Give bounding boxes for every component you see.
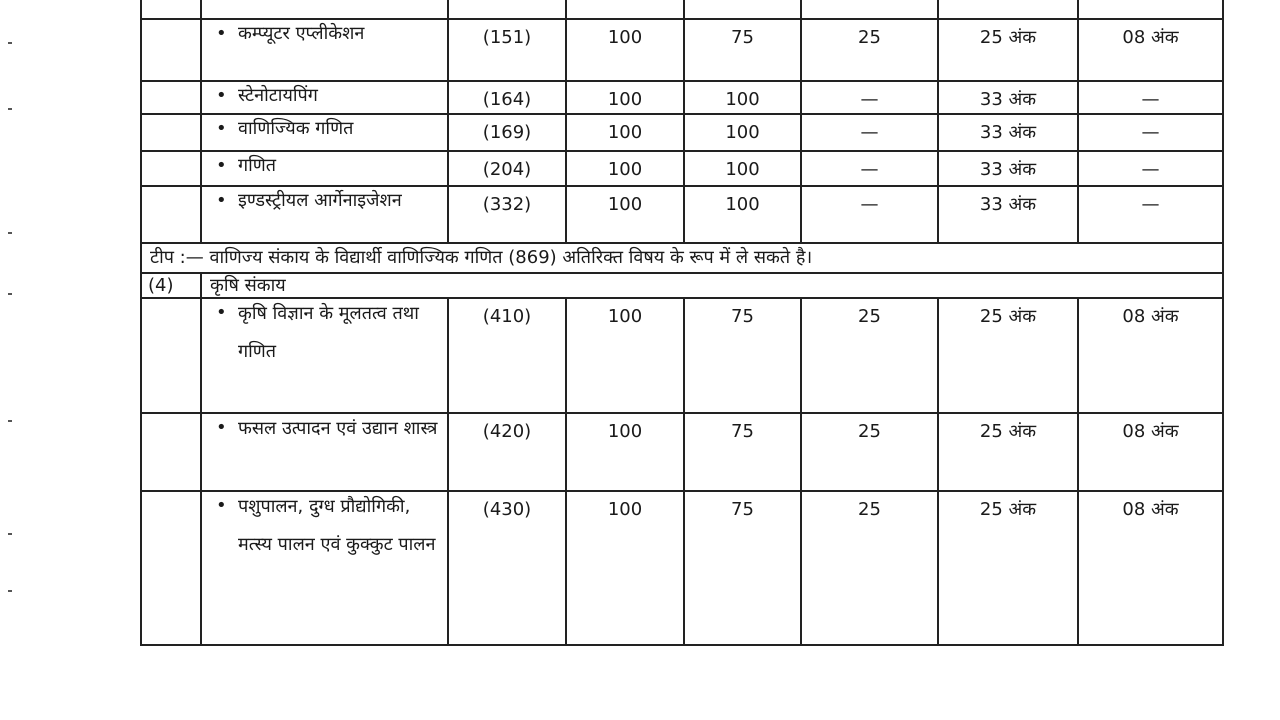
theory-marks: 75: [683, 412, 802, 493]
pass-practical: 08 अंक: [1077, 18, 1224, 82]
subject-name: कृषि विज्ञान के मूलतत्व तथा गणित: [238, 303, 419, 363]
theory-marks: 100: [683, 150, 802, 188]
subject-code: (430): [447, 490, 567, 647]
subject-cell: • फसल उत्पादन एवं उद्यान शास्त्र: [200, 412, 449, 493]
pass-practical: —: [1077, 79, 1224, 116]
serial-cell: [140, 412, 202, 493]
serial-cell: [140, 79, 202, 116]
section-number: (4): [140, 271, 202, 300]
table-row: • पशुपालन, दुग्ध प्रौद्योगिकी, मत्स्य पाल…: [140, 490, 1224, 647]
subject-cell: • पशुपालन, दुग्ध प्रौद्योगिकी, मत्स्य पाल…: [200, 490, 449, 647]
bullet-icon: •: [216, 190, 227, 212]
total-marks: 100: [565, 79, 685, 116]
pass-practical: —: [1077, 113, 1224, 153]
pass-theory: 25 अंक: [937, 412, 1079, 493]
subject-name: गणित: [238, 155, 277, 177]
pass-theory: 33 अंक: [937, 185, 1079, 245]
subject-name: फसल उत्पादन एवं उद्यान शास्त्र: [238, 418, 438, 440]
pass-practical: 08 अंक: [1077, 297, 1224, 415]
total-marks: 100: [565, 113, 685, 153]
total-marks: 100: [565, 297, 685, 415]
pass-theory: 25 अंक: [937, 490, 1079, 647]
subject-code: (204): [447, 150, 567, 188]
table-row: • गणित (204) 100 100—33 अंक —: [140, 150, 1224, 188]
bullet-icon: •: [216, 23, 227, 44]
serial-cell: [140, 297, 202, 415]
subject-cell: • वाणिज्यिक गणित: [200, 113, 449, 153]
subject-cell: • इण्डस्ट्रीयल आर्गेनाइजेशन: [200, 185, 449, 245]
marks-table: • कम्प्यूटर एप्लीकेशन (151) 100 75 25 25 अंक 08…: [140, 0, 1224, 647]
practical-marks: 25: [800, 412, 939, 493]
total-marks: 100: [565, 185, 685, 245]
subject-code: (332): [447, 185, 567, 245]
subject-name: वाणिज्यिक गणित: [238, 118, 354, 140]
total-marks: 100: [565, 18, 685, 82]
bullet-icon: •: [216, 302, 227, 324]
pass-practical: 08 अंक: [1077, 412, 1224, 493]
subject-code: (169): [447, 113, 567, 153]
tip-note: टीप :— वाणिज्य संकाय के विद्यार्थी वाणिज…: [140, 242, 1224, 274]
practical-marks: —: [800, 113, 939, 153]
subject-name: स्टेनोटायपिंग: [238, 85, 318, 106]
subject-code: (420): [447, 412, 567, 493]
pass-theory: 33 अंक: [937, 113, 1079, 153]
table-row: • इण्डस्ट्रीयल आर्गेनाइजेशन (332) 100 100—33…: [140, 185, 1224, 245]
total-marks: 100: [565, 150, 685, 188]
table-row: • कम्प्यूटर एप्लीकेशन (151) 100 75 25 25 अंक 08…: [140, 18, 1224, 82]
pass-theory: 33 अंक: [937, 150, 1079, 188]
serial-cell: [140, 185, 202, 245]
total-marks: 100: [565, 490, 685, 647]
practical-marks: 25: [800, 18, 939, 82]
table-row: • कृषि विज्ञान के मूलतत्व तथा गणित (410) 10…: [140, 297, 1224, 415]
bullet-icon: •: [216, 118, 227, 140]
subject-cell: • कम्प्यूटर एप्लीकेशन: [200, 18, 449, 82]
table-row: • वाणिज्यिक गणित (169) 100 100—33 अंक —: [140, 113, 1224, 153]
pass-theory: 25 अंक: [937, 297, 1079, 415]
subject-name: पशुपालन, दुग्ध प्रौद्योगिकी, मत्स्य पालन…: [238, 496, 436, 556]
subject-name: कम्प्यूटर एप्लीकेशन: [238, 23, 365, 44]
theory-marks: 75: [683, 490, 802, 647]
subject-name: इण्डस्ट्रीयल आर्गेनाइजेशन: [238, 190, 402, 212]
bullet-icon: •: [216, 417, 227, 439]
practical-marks: —: [800, 185, 939, 245]
subject-cell: • स्टेनोटायपिंग: [200, 79, 449, 116]
theory-marks: 100: [683, 113, 802, 153]
pass-practical: 08 अंक: [1077, 490, 1224, 647]
theory-marks: 100: [683, 185, 802, 245]
table-row: • स्टेनोटायपिंग (164) 100 100—33 अंक —: [140, 79, 1224, 116]
theory-marks: 75: [683, 18, 802, 82]
bullet-icon: •: [216, 155, 227, 177]
serial-cell: [140, 150, 202, 188]
serial-cell: [140, 490, 202, 647]
practical-marks: 25: [800, 490, 939, 647]
serial-cell: [140, 18, 202, 82]
pass-theory: 25 अंक: [937, 18, 1079, 82]
practical-marks: —: [800, 79, 939, 116]
subject-code: (164): [447, 79, 567, 116]
theory-marks: 75: [683, 297, 802, 415]
subject-cell: • गणित: [200, 150, 449, 188]
bullet-icon: •: [216, 495, 227, 517]
pass-practical: —: [1077, 185, 1224, 245]
serial-cell: [140, 113, 202, 153]
pass-practical: —: [1077, 150, 1224, 188]
pass-theory: 33 अंक: [937, 79, 1079, 116]
subject-code: (410): [447, 297, 567, 415]
subject-cell: • कृषि विज्ञान के मूलतत्व तथा गणित: [200, 297, 449, 415]
total-marks: 100: [565, 412, 685, 493]
bullet-icon: •: [216, 85, 227, 106]
table-row-partial: [140, 0, 1224, 20]
section-title: कृषि संकाय: [200, 271, 1224, 300]
subject-code: (151): [447, 18, 567, 82]
theory-marks: 100: [683, 79, 802, 116]
table-row: • फसल उत्पादन एवं उद्यान शास्त्र (420) 100 7…: [140, 412, 1224, 493]
practical-marks: 25: [800, 297, 939, 415]
practical-marks: —: [800, 150, 939, 188]
